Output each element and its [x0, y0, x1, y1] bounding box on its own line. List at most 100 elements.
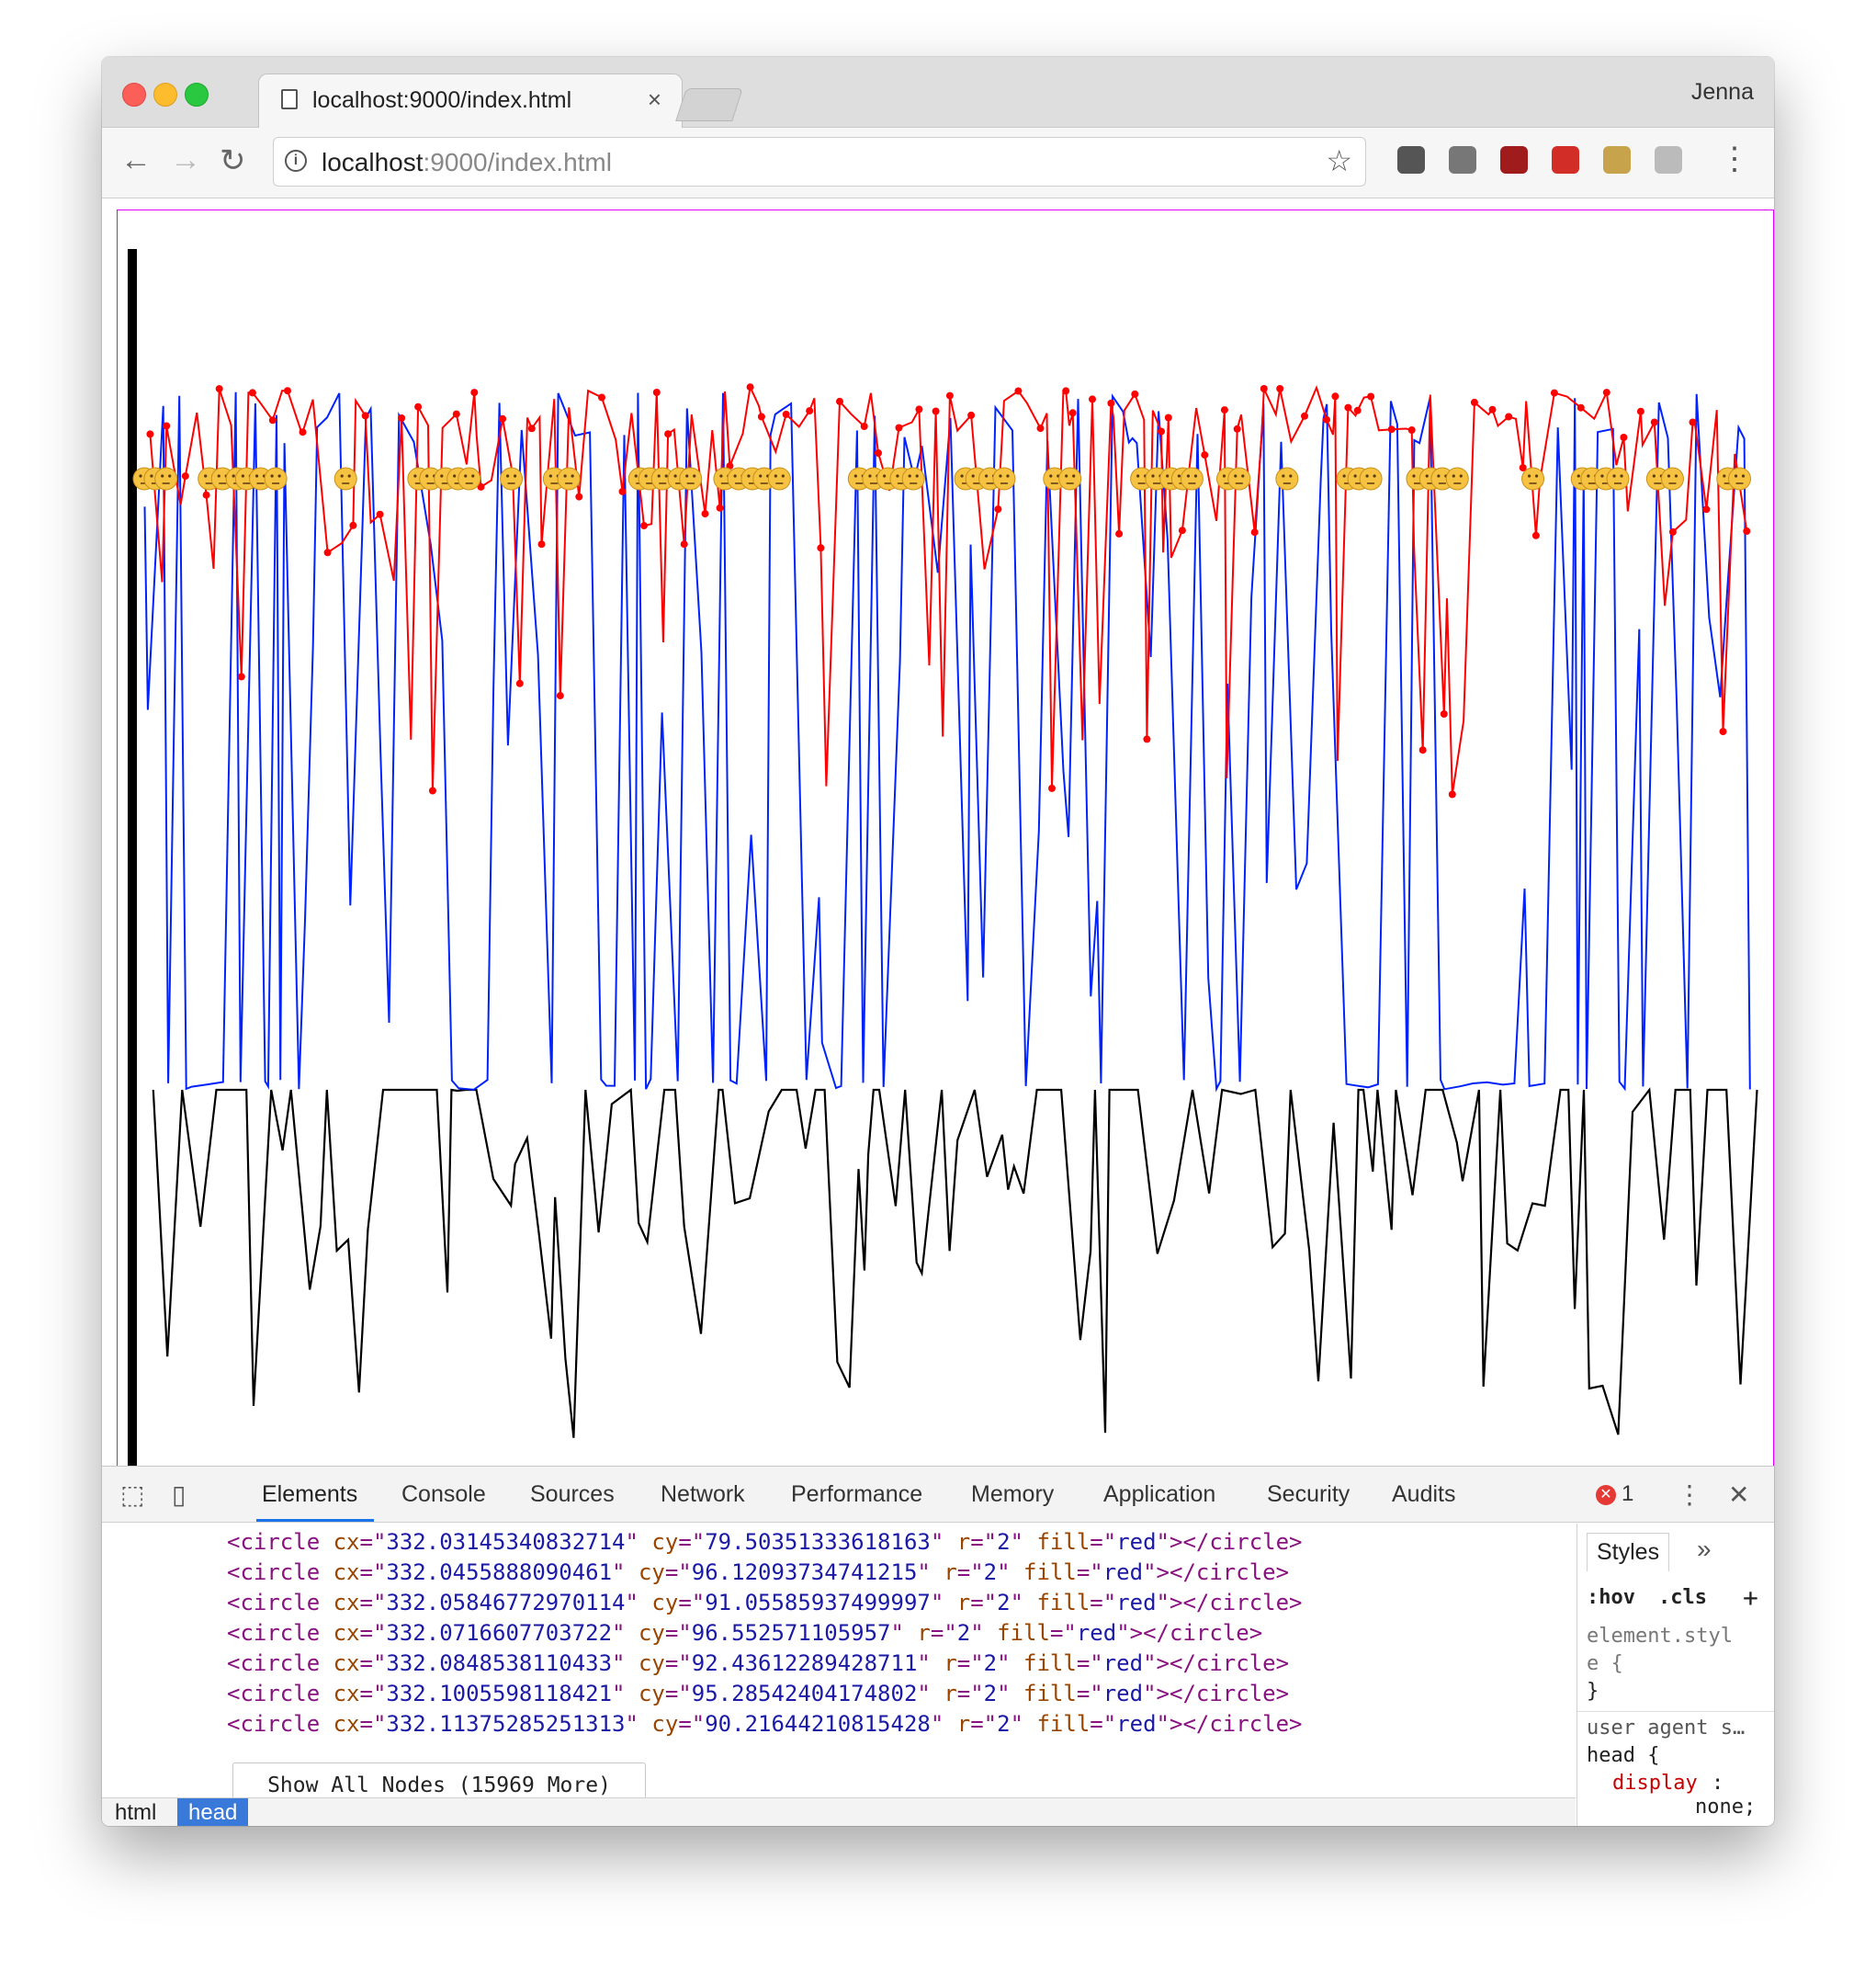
browser-menu-icon[interactable]: ⋮	[1719, 142, 1750, 176]
red-dot	[1158, 427, 1165, 436]
red-dot	[875, 449, 882, 457]
info-icon[interactable]: i	[285, 150, 307, 172]
red-dot	[1089, 395, 1096, 403]
red-dot	[680, 540, 688, 549]
red-dot	[1301, 412, 1308, 420]
tab-memory[interactable]: Memory	[971, 1481, 1055, 1507]
red-dot	[1260, 385, 1268, 392]
red-dot	[1220, 406, 1228, 414]
red-dot	[376, 510, 384, 518]
tab-sources[interactable]: Sources	[530, 1481, 615, 1507]
emoji-face-icon	[1275, 467, 1299, 491]
tab-performance[interactable]: Performance	[791, 1481, 923, 1507]
dom-node-line[interactable]: <circle cx="332.1005598118421" cy="95.28…	[227, 1681, 1290, 1706]
dom-node-line[interactable]: <circle cx="332.0848538110433" cy="92.43…	[227, 1650, 1290, 1676]
devtools-menu-icon[interactable]: ⋮	[1677, 1480, 1702, 1509]
emoji-face-icon	[333, 467, 357, 491]
plant-extension-icon[interactable]	[1603, 146, 1631, 174]
red-dot	[146, 430, 154, 438]
red-dot	[1505, 413, 1513, 421]
dom-node-line[interactable]: <circle cx="332.0455888090461" cy="96.12…	[227, 1559, 1290, 1585]
emoji-face-icon	[1606, 467, 1630, 491]
head-rule: head {	[1587, 1744, 1660, 1767]
window-maximize-button[interactable]	[185, 83, 209, 107]
bookmark-star-icon[interactable]: ☆	[1326, 144, 1352, 177]
dom-node-line[interactable]: <circle cx="332.0716607703722" cy="96.55…	[227, 1620, 1263, 1646]
dom-node-line[interactable]: <circle cx="332.11375285251313" cy="90.2…	[227, 1711, 1303, 1737]
add-rule-icon[interactable]: +	[1743, 1582, 1758, 1613]
emoji-face-icon	[1660, 467, 1684, 491]
red-dot	[537, 540, 546, 549]
red-dot	[895, 424, 903, 432]
red-dot	[782, 410, 790, 418]
red-dot	[618, 487, 627, 495]
back-arrow-icon[interactable]: ←	[120, 142, 152, 177]
class-toggle[interactable]: .cls	[1658, 1586, 1707, 1609]
emoji-face-icon	[264, 467, 288, 491]
error-counter[interactable]: ✕ 1	[1596, 1481, 1633, 1507]
lastpass-extension-icon[interactable]	[1552, 146, 1579, 174]
red-dot	[477, 482, 485, 491]
dom-node-line[interactable]: <circle cx="332.05846772970114" cy="91.0…	[227, 1590, 1303, 1615]
tab-audits[interactable]: Audits	[1392, 1481, 1456, 1507]
reload-icon[interactable]: ↻	[220, 143, 246, 178]
hover-toggle[interactable]: :hov	[1587, 1586, 1635, 1609]
evernote-extension-icon[interactable]	[1397, 146, 1425, 174]
dom-node-line[interactable]: <circle cx="332.03145340832714" cy="79.5…	[227, 1529, 1303, 1555]
ublock-extension-icon[interactable]	[1500, 146, 1528, 174]
red-dot	[237, 673, 245, 681]
forward-arrow-icon[interactable]: →	[170, 142, 201, 177]
black-line	[152, 1087, 1758, 1438]
bookmark-extension-icon[interactable]	[1449, 146, 1476, 174]
puzzle-extension-icon[interactable]	[1655, 146, 1682, 174]
red-dot	[1602, 389, 1610, 397]
tab-close-icon[interactable]: ×	[647, 85, 661, 113]
tab-application[interactable]: Application	[1103, 1481, 1216, 1507]
red-dot	[361, 412, 369, 420]
red-dot	[1387, 425, 1396, 434]
inspect-element-icon[interactable]: ⬚	[120, 1480, 145, 1509]
browser-window: localhost:9000/index.html × Jenna ← → ↻ …	[102, 57, 1774, 1826]
red-dot	[1407, 426, 1416, 434]
red-dot	[515, 679, 524, 687]
tab-elements[interactable]: Elements	[262, 1481, 358, 1507]
red-dot	[746, 383, 754, 391]
breadcrumb-html[interactable]: html	[115, 1800, 157, 1825]
profile-name[interactable]: Jenna	[1690, 79, 1754, 105]
red-dot	[284, 387, 291, 395]
emoji-face-icon	[1521, 467, 1545, 491]
browser-toolbar: ← → ↻ i localhost:9000/index.html ☆ ⋮	[102, 128, 1774, 198]
tab-network[interactable]: Network	[661, 1481, 745, 1507]
browser-tab[interactable]: localhost:9000/index.html ×	[258, 74, 683, 128]
more-tabs-icon[interactable]: »	[1697, 1535, 1712, 1563]
red-dot	[398, 414, 406, 422]
url-text[interactable]: localhost:9000/index.html	[322, 148, 612, 177]
element-style-brace: e {	[1587, 1652, 1623, 1675]
red-dot	[299, 428, 307, 436]
red-dot	[1276, 385, 1284, 392]
breadcrumb-head[interactable]: head	[177, 1798, 249, 1826]
emoji-row	[132, 467, 1752, 491]
red-dot	[932, 407, 940, 415]
address-bar[interactable]: i localhost:9000/index.html ☆	[273, 137, 1366, 187]
tab-console[interactable]: Console	[401, 1481, 486, 1507]
device-toolbar-icon[interactable]: ▯	[172, 1480, 186, 1509]
emoji-face-icon	[1728, 467, 1752, 491]
emoji-face-icon	[154, 467, 178, 491]
tab-security[interactable]: Security	[1267, 1481, 1350, 1507]
emoji-face-icon	[1180, 467, 1204, 491]
title-bar: localhost:9000/index.html × Jenna	[102, 57, 1774, 128]
styles-tab[interactable]: Styles	[1587, 1533, 1670, 1571]
red-dot	[1668, 527, 1677, 536]
devtools-close-icon[interactable]: ✕	[1728, 1480, 1750, 1509]
elements-tree[interactable]: <circle cx="332.03145340832714" cy="79.5…	[102, 1524, 1576, 1807]
window-close-button[interactable]	[122, 83, 146, 107]
red-dot	[652, 389, 661, 396]
red-dot	[323, 549, 332, 557]
new-tab-button[interactable]	[675, 88, 743, 121]
red-dot	[716, 504, 724, 512]
red-dot	[414, 402, 423, 411]
active-tab-indicator	[256, 1519, 374, 1522]
window-minimize-button[interactable]	[153, 83, 177, 107]
red-dot	[915, 405, 923, 414]
